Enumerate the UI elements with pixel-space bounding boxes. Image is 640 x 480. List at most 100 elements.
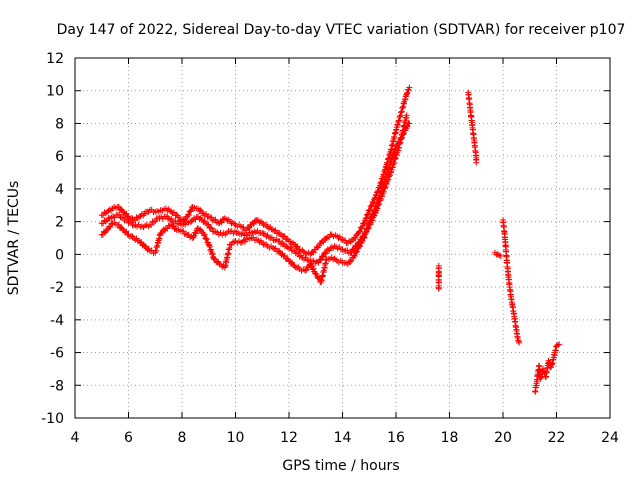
data-point-fill — [315, 242, 322, 249]
data-point-fill — [550, 356, 557, 363]
data-point-fill — [236, 238, 243, 245]
data-point-fill — [256, 219, 263, 226]
data-point-fill — [380, 188, 387, 195]
data-point-fill — [118, 206, 125, 213]
data-point-fill — [346, 258, 353, 265]
data-point-fill — [381, 184, 388, 191]
data-point-fill — [246, 235, 253, 242]
data-point-fill — [150, 209, 157, 216]
data-point-fill — [166, 217, 173, 224]
data-point-fill — [295, 264, 302, 271]
data-point-fill — [118, 224, 125, 231]
data-point-fill — [140, 212, 147, 219]
data-point-fill — [209, 217, 216, 224]
data-point-fill — [507, 291, 514, 298]
data-point-fill — [372, 191, 379, 198]
data-point-fill — [261, 231, 268, 238]
data-point — [355, 239, 362, 246]
data-point-fill — [506, 281, 513, 288]
data-point-fill — [278, 252, 285, 259]
x-tick-label: 12 — [280, 430, 298, 446]
data-point-fill — [375, 202, 382, 209]
data-point-fill — [276, 230, 283, 237]
data-series — [500, 217, 523, 346]
data-point-fill — [185, 231, 192, 238]
data-point-fill — [236, 221, 243, 228]
data-point-fill — [257, 229, 264, 236]
data-point-fill — [509, 301, 516, 308]
y-tick-label: -10 — [41, 411, 64, 427]
data-point-fill — [348, 249, 355, 256]
data-point-fill — [363, 215, 370, 222]
chart-title: Day 147 of 2022, Sidereal Day-to-day VTE… — [57, 22, 626, 38]
data-point-fill — [132, 236, 139, 243]
data-point-fill — [405, 87, 412, 94]
data-point-fill — [384, 176, 391, 183]
data-point-fill — [231, 220, 238, 227]
data-point-fill — [155, 208, 162, 215]
data-point-fill — [372, 209, 379, 216]
data-point-fill — [296, 253, 303, 260]
data-point-fill — [335, 235, 342, 242]
data-point-fill — [294, 249, 301, 256]
data-point-fill — [190, 234, 197, 241]
data-point-fill — [321, 249, 328, 256]
data-point-fill — [152, 218, 159, 225]
data-point-fill — [343, 259, 350, 266]
data-point-fill — [326, 233, 333, 240]
data-point-fill — [108, 220, 115, 227]
data-point-fill — [351, 252, 358, 259]
data-point-fill — [514, 333, 521, 340]
data-point-fill — [180, 228, 187, 235]
data-point-fill — [272, 245, 279, 252]
data-point-fill — [347, 238, 354, 245]
data-point-fill — [133, 214, 140, 221]
data-point-fill — [200, 218, 207, 225]
data-series — [532, 341, 563, 395]
data-point-fill — [246, 224, 253, 231]
data-point-fill — [113, 204, 120, 211]
data-point-fill — [348, 238, 355, 245]
data-point-fill — [105, 215, 112, 222]
data-point-fill — [202, 235, 209, 242]
data-point-fill — [391, 159, 398, 166]
data-point-fill — [379, 193, 386, 200]
data-point-fill — [187, 208, 194, 215]
data-point-fill — [353, 232, 360, 239]
data-point-fill — [214, 259, 221, 266]
data-point-fill — [365, 207, 372, 214]
data-point-fill — [185, 212, 192, 219]
data-point-fill — [123, 228, 130, 235]
data-point-fill — [101, 229, 108, 236]
data-series — [98, 112, 410, 267]
data-point-fill — [327, 231, 334, 238]
data-point-fill — [138, 211, 145, 218]
data-point-fill — [511, 315, 518, 322]
data-point-fill — [108, 207, 115, 214]
data-point-fill — [129, 233, 136, 240]
data-point-fill — [294, 264, 301, 271]
data-point-fill — [290, 239, 297, 246]
data-point-fill — [203, 210, 210, 217]
data-point-fill — [363, 212, 370, 219]
y-tick-label: 8 — [55, 116, 64, 132]
data-point-fill — [139, 242, 146, 249]
data-point-fill — [310, 249, 317, 256]
data-point-fill — [218, 219, 225, 226]
y-tick-label: -2 — [50, 280, 64, 296]
data-point-fill — [493, 251, 500, 258]
data-point-fill — [322, 250, 329, 257]
data-point-fill — [389, 164, 396, 171]
data-point-fill — [359, 223, 366, 230]
data-point-fill — [164, 225, 171, 232]
data-point-fill — [362, 229, 369, 236]
data-point-fill — [290, 247, 297, 254]
data-point-fill — [268, 243, 275, 250]
y-tick-label: 6 — [55, 149, 64, 165]
x-tick-label: 22 — [548, 430, 566, 446]
data-point-fill — [260, 230, 267, 237]
data-point-fill — [310, 265, 317, 272]
data-point-fill — [192, 216, 199, 223]
data-point-fill — [212, 216, 219, 223]
